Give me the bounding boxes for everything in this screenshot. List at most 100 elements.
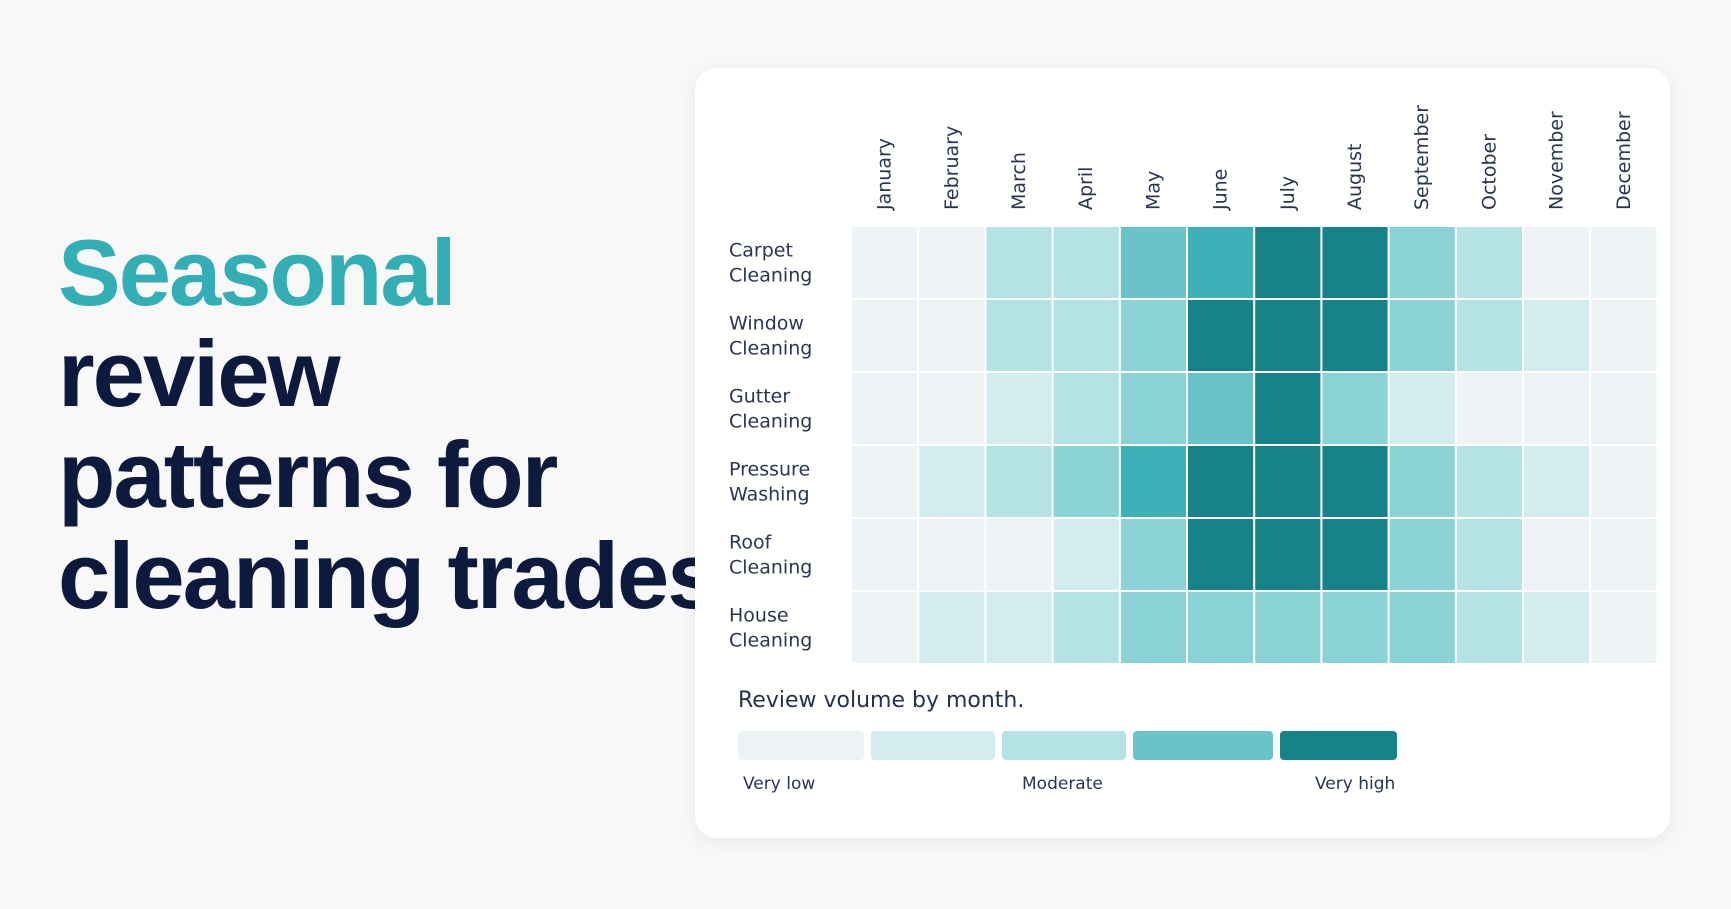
heatmap-cell-gutter-cleaning-october [1456,373,1522,444]
heatmap-cell-carpet-cleaning-march [986,227,1052,298]
heatmap-cell-roof-cleaning-april [1053,519,1119,590]
heatmap-cell-house-cleaning-january [852,592,918,663]
heatmap-cell-carpet-cleaning-may [1120,227,1186,298]
heatmap-cell-gutter-cleaning-september [1389,373,1455,444]
row-label-window-cleaning: Window Cleaning [729,313,812,360]
heatmap-cell-pressure-washing-november [1524,446,1590,517]
legend-label-very-low: Very low [743,774,816,794]
heatmap-cell-roof-cleaning-march [986,519,1052,590]
heatmap-cell-gutter-cleaning-april [1053,373,1119,444]
heatmap-cell-window-cleaning-june [1188,300,1254,371]
chart-title: Review volume by month. [738,688,1025,713]
heatmap-cell-window-cleaning-march [986,300,1052,371]
heatmap-cell-pressure-washing-september [1389,446,1455,517]
heatmap-cell-window-cleaning-october [1456,300,1522,371]
heatmap-cell-roof-cleaning-july [1255,519,1321,590]
heatmap-cell-roof-cleaning-december [1591,519,1657,590]
heatmap-cell-gutter-cleaning-june [1188,373,1254,444]
heatmap-cell-carpet-cleaning-december [1591,227,1657,298]
headline-accent: Seasonal [58,220,457,325]
heatmap-cell-house-cleaning-september [1389,592,1455,663]
heatmap-cell-carpet-cleaning-september [1389,227,1455,298]
month-label-march: March [1008,152,1030,210]
legend-swatch-2 [871,731,995,760]
heatmap-cell-pressure-washing-january [852,446,918,517]
month-label-may: May [1142,171,1164,210]
heatmap-cell-carpet-cleaning-august [1322,227,1388,298]
heatmap-cell-window-cleaning-august [1322,300,1388,371]
heatmap-cell-roof-cleaning-february [919,519,985,590]
heatmap-cell-carpet-cleaning-june [1188,227,1254,298]
heatmap-cell-roof-cleaning-august [1322,519,1388,590]
month-label-january: January [874,138,896,211]
heatmap-cell-window-cleaning-july [1255,300,1321,371]
heatmap-cell-pressure-washing-may [1120,446,1186,517]
heatmap-cell-window-cleaning-september [1389,300,1455,371]
heatmap-cell-window-cleaning-february [919,300,985,371]
heatmap-cell-carpet-cleaning-november [1524,227,1590,298]
heatmap-cell-pressure-washing-june [1188,446,1254,517]
heatmap-cell-gutter-cleaning-january [852,373,918,444]
headline-line-2: patterns for [58,422,558,527]
heatmap-cell-roof-cleaning-september [1389,519,1455,590]
heatmap-cell-gutter-cleaning-march [986,373,1052,444]
month-label-february: February [941,126,963,210]
legend-swatch-3 [1002,731,1126,760]
heatmap-cell-window-cleaning-december [1591,300,1657,371]
heatmap-cell-house-cleaning-march [986,592,1052,663]
month-label-november: November [1546,111,1568,210]
heatmap-cell-house-cleaning-june [1188,592,1254,663]
legend-swatch-5 [1280,731,1397,760]
heatmap-cell-carpet-cleaning-february [919,227,985,298]
heatmap-cell-carpet-cleaning-april [1053,227,1119,298]
headline-line-1: review [58,321,341,426]
row-label-carpet-cleaning: Carpet Cleaning [729,240,812,287]
row-label-roof-cleaning: Roof Cleaning [729,532,812,579]
heatmap-cell-roof-cleaning-january [852,519,918,590]
heatmap-cell-house-cleaning-february [919,592,985,663]
heatmap-cell-gutter-cleaning-november [1524,373,1590,444]
heatmap-cell-roof-cleaning-october [1456,519,1522,590]
heatmap-cell-window-cleaning-november [1524,300,1590,371]
heatmap-cell-roof-cleaning-may [1120,519,1186,590]
month-label-july: July [1277,176,1299,211]
heatmap-cell-gutter-cleaning-august [1322,373,1388,444]
legend-label-moderate: Moderate [1022,774,1103,794]
heatmap-cell-gutter-cleaning-december [1591,373,1657,444]
heatmap-cell-gutter-cleaning-july [1255,373,1321,444]
month-label-april: April [1075,167,1097,210]
heatmap-cell-carpet-cleaning-january [852,227,918,298]
row-label-pressure-washing: Pressure Washing [729,459,810,506]
month-label-june: June [1210,169,1232,211]
heatmap-cell-window-cleaning-may [1120,300,1186,371]
heatmap-chart: January February March April May June July Augu… [729,105,1657,663]
legend-label-very-high: Very high [1315,774,1396,794]
heatmap-cell-house-cleaning-august [1322,592,1388,663]
month-label-september: September [1411,105,1433,210]
row-label-house-cleaning: House Cleaning [729,605,812,652]
heatmap-cell-carpet-cleaning-october [1456,227,1522,298]
heatmap-cell-carpet-cleaning-july [1255,227,1321,298]
headline: Seasonal review patterns for cleaning tr… [58,220,744,628]
month-label-december: December [1613,111,1635,210]
headline-line-3: cleaning trades. [58,523,744,628]
heatmap-cell-pressure-washing-october [1456,446,1522,517]
heatmap-cell-roof-cleaning-june [1188,519,1254,590]
row-label-gutter-cleaning: Gutter Cleaning [729,386,812,433]
legend-swatch-4 [1133,731,1273,760]
heatmap-cell-pressure-washing-march [986,446,1052,517]
heatmap-cell-pressure-washing-august [1322,446,1388,517]
heatmap-cell-window-cleaning-january [852,300,918,371]
heatmap-cell-house-cleaning-april [1053,592,1119,663]
heatmap-cell-house-cleaning-october [1456,592,1522,663]
heatmap-cell-pressure-washing-february [919,446,985,517]
month-label-august: August [1344,144,1366,211]
heatmap-cell-gutter-cleaning-may [1120,373,1186,444]
heatmap-cell-pressure-washing-december [1591,446,1657,517]
heatmap-cell-gutter-cleaning-february [919,373,985,444]
heatmap-cell-roof-cleaning-november [1524,519,1590,590]
month-label-october: October [1478,134,1500,210]
heatmap-cell-pressure-washing-april [1053,446,1119,517]
heatmap-cell-pressure-washing-july [1255,446,1321,517]
legend-swatch-1 [738,731,864,760]
